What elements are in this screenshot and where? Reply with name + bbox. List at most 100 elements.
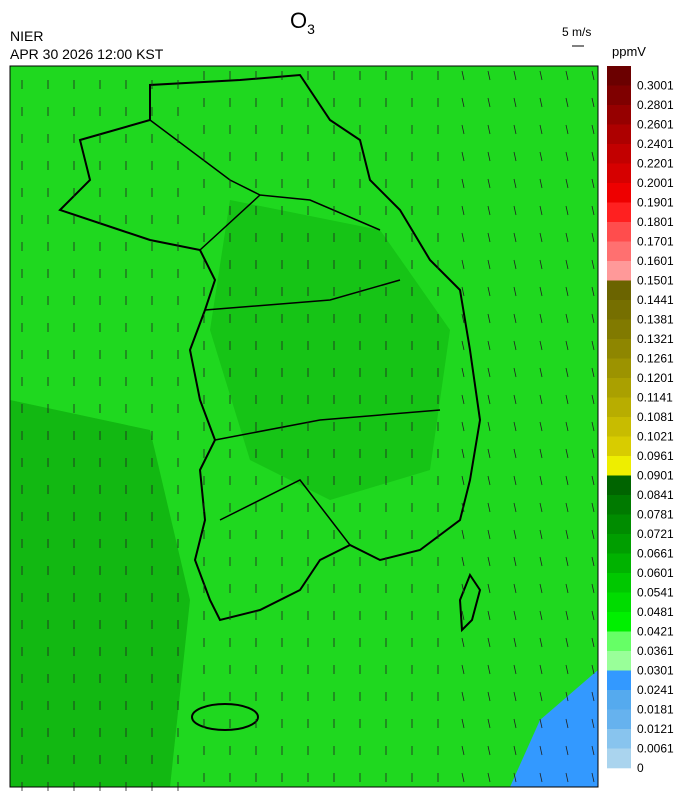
colorbar-swatch [607, 592, 631, 613]
colorbar-swatch [607, 690, 631, 710]
wind-arrow [565, 259, 569, 270]
jeju-island [191, 703, 259, 731]
wind-arrow [487, 421, 491, 432]
colorbar-swatch [607, 397, 631, 418]
colorbar-swatch [607, 495, 631, 515]
map [10, 66, 598, 791]
wind-arrow [539, 475, 543, 486]
wind-arrow [539, 124, 543, 135]
wind-arrow [461, 70, 465, 81]
wind-arrow [461, 583, 465, 594]
wind-arrow [513, 475, 517, 486]
wind-arrow [513, 448, 517, 459]
wind-arrow [539, 97, 543, 108]
wind-arrow [591, 475, 595, 486]
colorbar-label: 0.1141 [637, 391, 673, 405]
wind-arrow [539, 70, 543, 81]
wind-arrow [591, 394, 595, 405]
wind-arrow [539, 313, 543, 324]
wind-arrow [487, 232, 491, 243]
wind-arrow [591, 664, 595, 675]
wind-arrow [565, 151, 569, 162]
colorbar-label: 0.0721 [637, 527, 674, 541]
wind-arrow [591, 286, 595, 297]
wind-arrow [513, 178, 517, 189]
wind-arrow [461, 637, 465, 648]
wind-arrow [565, 421, 569, 432]
wind-arrow [487, 610, 491, 621]
wind-arrow [513, 313, 517, 324]
wind-arrow [461, 151, 465, 162]
wind-arrow [591, 610, 595, 621]
wind-arrow [487, 583, 491, 594]
colorbar-swatch [607, 319, 631, 340]
wind-arrow [487, 70, 491, 81]
colorbar-swatch [607, 631, 631, 652]
wind-arrow [591, 718, 595, 729]
wind-arrow [591, 340, 595, 351]
colorbar-label: 0.1501 [637, 274, 674, 288]
colorbar-label: 0.0601 [637, 566, 674, 580]
wind-arrow [487, 259, 491, 270]
wind-arrow [461, 691, 465, 702]
wind-arrow [565, 97, 569, 108]
wind-arrow [513, 583, 517, 594]
colorbar-swatch [607, 241, 631, 262]
colorbar-swatch [607, 553, 631, 574]
wind-arrow [539, 286, 543, 297]
wind-arrow [487, 664, 491, 675]
wind-arrow [487, 340, 491, 351]
wind-arrow [539, 718, 543, 729]
colorbar-swatch [607, 514, 631, 535]
wind-arrow [565, 448, 569, 459]
colorbar-label: 0.1081 [637, 410, 674, 424]
colorbar-label: 0.0481 [637, 605, 674, 619]
wind-arrow [487, 394, 491, 405]
wind-arrow [487, 448, 491, 459]
colorbar-label: 0.0961 [637, 449, 674, 463]
colorbar-label: 0.2001 [637, 176, 674, 190]
datetime: APR 30 2026 12:00 KST [10, 46, 164, 62]
colorbar-swatch [607, 612, 631, 632]
wind-arrow [591, 583, 595, 594]
wind-arrow [513, 610, 517, 621]
wind-arrow [487, 313, 491, 324]
wind-arrow [461, 205, 465, 216]
colorbar-label: 0.0421 [637, 625, 674, 639]
wind-arrow [461, 421, 465, 432]
wind-arrow [487, 367, 491, 378]
title-sub: 3 [307, 21, 315, 37]
wind-arrow [591, 259, 595, 270]
wind-arrow [461, 259, 465, 270]
colorbar-swatch [607, 651, 631, 671]
wind-arrow [539, 178, 543, 189]
map-shade [210, 200, 450, 500]
colorbar-swatch [607, 280, 631, 301]
province-border [149, 119, 441, 546]
wind-arrow [539, 232, 543, 243]
wind-arrow [565, 718, 569, 729]
wind-arrow [461, 178, 465, 189]
wind-arrow [539, 421, 543, 432]
colorbar-label: 0.0901 [637, 469, 674, 483]
wind-arrow [513, 97, 517, 108]
colorbar-label: 0 [637, 761, 644, 775]
colorbar-label: 0.2601 [637, 118, 674, 132]
colorbar-swatch [607, 378, 631, 398]
wind-arrow [487, 718, 491, 729]
wind-arrow [487, 178, 491, 189]
wind-arrow [487, 556, 491, 567]
wind-vectors [21, 70, 595, 791]
wind-arrow [461, 394, 465, 405]
colorbar-label: 0.0061 [637, 742, 674, 756]
coastline [58, 73, 482, 622]
colorbar-swatch [607, 748, 631, 769]
wind-arrow [487, 124, 491, 135]
colorbar-swatch [607, 456, 631, 476]
wind-arrow [513, 637, 517, 648]
wind-arrow [565, 70, 569, 81]
colorbar-swatch [607, 144, 631, 164]
colorbar-label: 0.1261 [637, 352, 674, 366]
